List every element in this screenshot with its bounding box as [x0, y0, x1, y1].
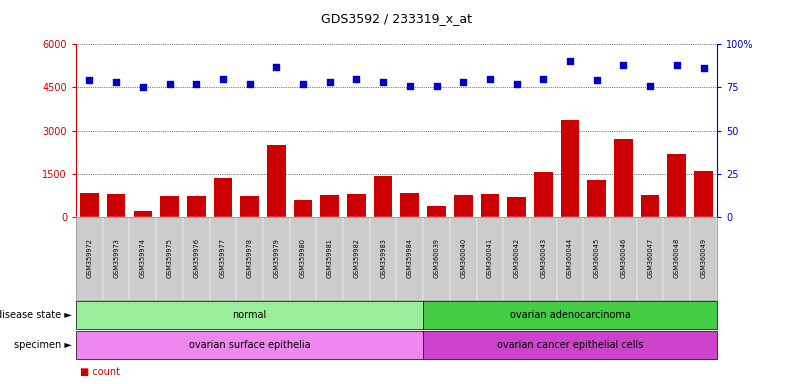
- Text: ovarian cancer epithelial cells: ovarian cancer epithelial cells: [497, 340, 643, 350]
- Point: [430, 83, 443, 89]
- Bar: [374, 176, 392, 217]
- Text: GSM360042: GSM360042: [513, 238, 520, 278]
- Point: [136, 84, 149, 91]
- Text: GSM360048: GSM360048: [674, 238, 680, 278]
- Bar: [454, 195, 473, 217]
- Text: GSM359978: GSM359978: [247, 238, 252, 278]
- Point: [376, 79, 389, 85]
- Bar: [347, 195, 366, 217]
- Bar: [507, 197, 526, 217]
- Text: specimen ►: specimen ►: [14, 340, 72, 350]
- Bar: [534, 172, 553, 217]
- Text: GSM360039: GSM360039: [433, 238, 440, 278]
- Bar: [320, 195, 339, 217]
- Point: [244, 81, 256, 87]
- Bar: [694, 172, 713, 217]
- Text: GSM360040: GSM360040: [461, 238, 466, 278]
- Point: [83, 78, 96, 84]
- Bar: [214, 178, 232, 217]
- Bar: [294, 200, 312, 217]
- Text: GSM359980: GSM359980: [300, 238, 306, 278]
- Point: [484, 76, 497, 82]
- Point: [510, 81, 523, 87]
- Point: [590, 78, 603, 84]
- Text: GSM360045: GSM360045: [594, 238, 600, 278]
- Bar: [427, 206, 446, 217]
- Point: [190, 81, 203, 87]
- Bar: [107, 194, 126, 217]
- Text: GSM360043: GSM360043: [541, 238, 546, 278]
- Text: ovarian surface epithelia: ovarian surface epithelia: [189, 340, 311, 350]
- Point: [404, 83, 417, 89]
- Text: ovarian adenocarcinoma: ovarian adenocarcinoma: [509, 310, 630, 320]
- Point: [163, 81, 176, 87]
- Text: GSM360041: GSM360041: [487, 238, 493, 278]
- Bar: [80, 194, 99, 217]
- Text: GSM359976: GSM359976: [193, 238, 199, 278]
- Bar: [587, 180, 606, 217]
- Bar: [667, 154, 686, 217]
- Point: [110, 79, 123, 85]
- Text: GDS3592 / 233319_x_at: GDS3592 / 233319_x_at: [321, 12, 472, 25]
- Bar: [561, 120, 579, 217]
- Text: GSM359973: GSM359973: [113, 238, 119, 278]
- Text: GSM360044: GSM360044: [567, 238, 573, 278]
- Text: GSM359974: GSM359974: [140, 238, 146, 278]
- Text: disease state ►: disease state ►: [0, 310, 72, 320]
- Point: [296, 81, 309, 87]
- Bar: [240, 196, 259, 217]
- Text: GSM360049: GSM360049: [701, 238, 706, 278]
- Point: [457, 79, 469, 85]
- Text: GSM360047: GSM360047: [647, 238, 653, 278]
- Text: GSM359982: GSM359982: [353, 238, 360, 278]
- Text: GSM359984: GSM359984: [407, 238, 413, 278]
- Bar: [614, 139, 633, 217]
- Bar: [134, 211, 152, 217]
- Bar: [267, 145, 286, 217]
- Bar: [641, 195, 659, 217]
- Point: [564, 58, 577, 65]
- Point: [617, 62, 630, 68]
- Text: GSM359983: GSM359983: [380, 238, 386, 278]
- Text: normal: normal: [232, 310, 267, 320]
- Point: [270, 63, 283, 70]
- Text: GSM359975: GSM359975: [167, 238, 172, 278]
- Bar: [481, 194, 499, 217]
- Bar: [160, 196, 179, 217]
- Point: [537, 76, 549, 82]
- Point: [216, 76, 229, 82]
- Text: GSM359977: GSM359977: [220, 238, 226, 278]
- Point: [670, 62, 683, 68]
- Bar: [187, 196, 206, 217]
- Point: [324, 79, 336, 85]
- Point: [697, 65, 710, 71]
- Text: ■ count: ■ count: [80, 367, 120, 377]
- Text: GSM360046: GSM360046: [621, 238, 626, 278]
- Bar: [400, 194, 419, 217]
- Point: [644, 83, 657, 89]
- Point: [350, 76, 363, 82]
- Text: GSM359979: GSM359979: [273, 238, 280, 278]
- Text: GSM359981: GSM359981: [327, 238, 332, 278]
- Text: GSM359972: GSM359972: [87, 238, 92, 278]
